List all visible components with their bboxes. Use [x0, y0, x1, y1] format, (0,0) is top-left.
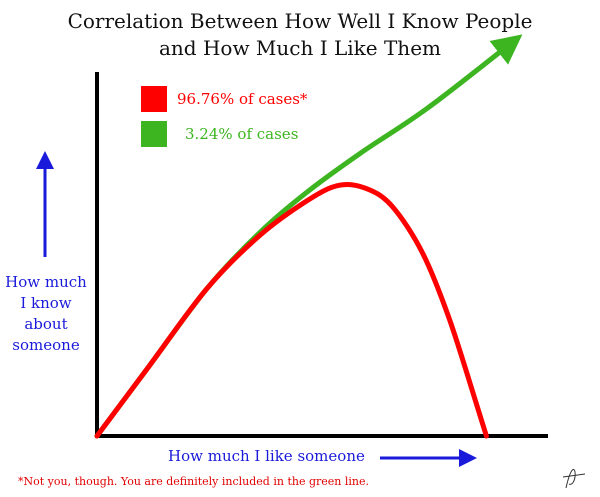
- legend-label-red: 96.76% of cases*: [177, 90, 308, 108]
- x-axis-label: How much I like someone: [168, 447, 365, 465]
- title-line-2: and How Much I Like Them: [159, 36, 441, 60]
- y-axis-label-line: about: [24, 315, 68, 333]
- series-line-red: [94, 181, 489, 439]
- y-axis-label-line: someone: [12, 336, 80, 354]
- legend-swatch-green: [141, 121, 167, 147]
- title-line-1: Correlation Between How Well I Know Peop…: [67, 9, 533, 33]
- signature-mark: [562, 468, 586, 489]
- chart-title: Correlation Between How Well I Know Peop…: [0, 8, 600, 62]
- y-axis-label: How much I know about someone: [2, 272, 90, 356]
- y-axis-label-line: I know: [20, 294, 72, 312]
- footnote: *Not you, though. You are definitely inc…: [18, 475, 369, 488]
- legend-label-green: 3.24% of cases: [185, 125, 299, 143]
- legend-swatch-red: [141, 86, 167, 112]
- y-axis-label-line: How much: [5, 273, 87, 291]
